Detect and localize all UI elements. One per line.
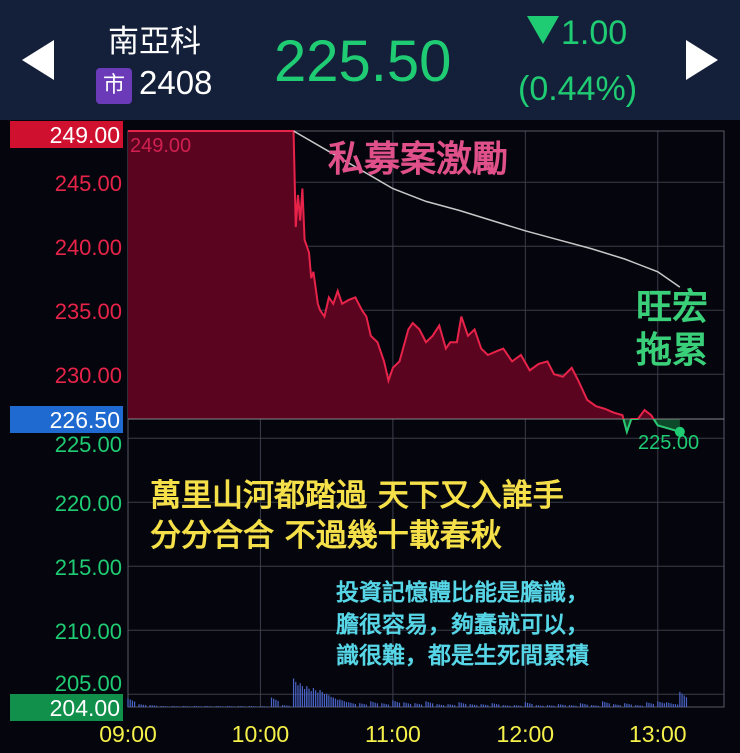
previous-stock-arrow-icon[interactable] — [22, 40, 54, 80]
annotation-quote: 投資記憶體比能是膽識， 膽很容易，夠蠢就可以， 識很難，都是生死間累積 — [336, 580, 589, 670]
reference-price-label-box — [10, 406, 123, 433]
stock-name: 南亞科 — [108, 24, 201, 60]
market-badge: 市 — [96, 68, 132, 104]
stock-header: 南亞科 市 2408 225.50 1.00 (0.44%) — [0, 0, 740, 120]
x-tick-label: 11:00 — [365, 721, 421, 747]
next-stock-arrow-icon[interactable] — [686, 40, 718, 80]
y-tick-label: 215.00 — [55, 555, 122, 580]
x-tick-label: 12:00 — [497, 721, 555, 747]
y-tick-label: 235.00 — [55, 299, 122, 324]
last-price-dot — [674, 426, 685, 437]
price-area-up — [128, 131, 680, 432]
y-tick-label: 220.00 — [55, 491, 122, 516]
x-tick-label: 10:00 — [232, 721, 290, 747]
y-tick-label: 210.00 — [55, 619, 122, 644]
max-price-label: 249.00 — [50, 122, 120, 148]
price-change: 1.00 — [527, 14, 627, 53]
x-tick-label: 09:00 — [99, 721, 157, 747]
y-tick-label: 240.00 — [55, 235, 122, 260]
min-price-label-box — [10, 694, 123, 721]
annotation-poem: 萬里山河都踏過 天下又入誰手 分分合合 不過幾十載春秋 — [150, 478, 564, 555]
min-price-label: 204.00 — [50, 695, 120, 721]
y-tick-label: 225.00 — [55, 432, 122, 457]
y-tick-label: 245.00 — [55, 171, 122, 196]
x-tick-label: 13:00 — [629, 721, 687, 747]
change-value: 1.00 — [561, 14, 628, 52]
annotation-top: 私募案激勵 — [328, 139, 509, 180]
price-line — [128, 130, 681, 436]
annotation-right: 旺宏 拖累 — [636, 287, 709, 372]
high-price-label: 249.00 — [130, 135, 191, 157]
max-price-label-box — [10, 121, 123, 148]
y-tick-label: 230.00 — [55, 363, 122, 388]
down-triangle-icon — [527, 16, 559, 44]
current-price: 225.50 — [274, 29, 452, 94]
chart-background — [0, 120, 740, 753]
low-price-label: 225.00 — [638, 432, 699, 454]
reference-price-label: 226.50 — [50, 407, 120, 433]
vwap-line — [293, 130, 681, 288]
stock-code: 2408 — [139, 64, 213, 101]
change-percent: (0.44%) — [518, 70, 638, 108]
y-tick-label: 205.00 — [55, 671, 122, 696]
